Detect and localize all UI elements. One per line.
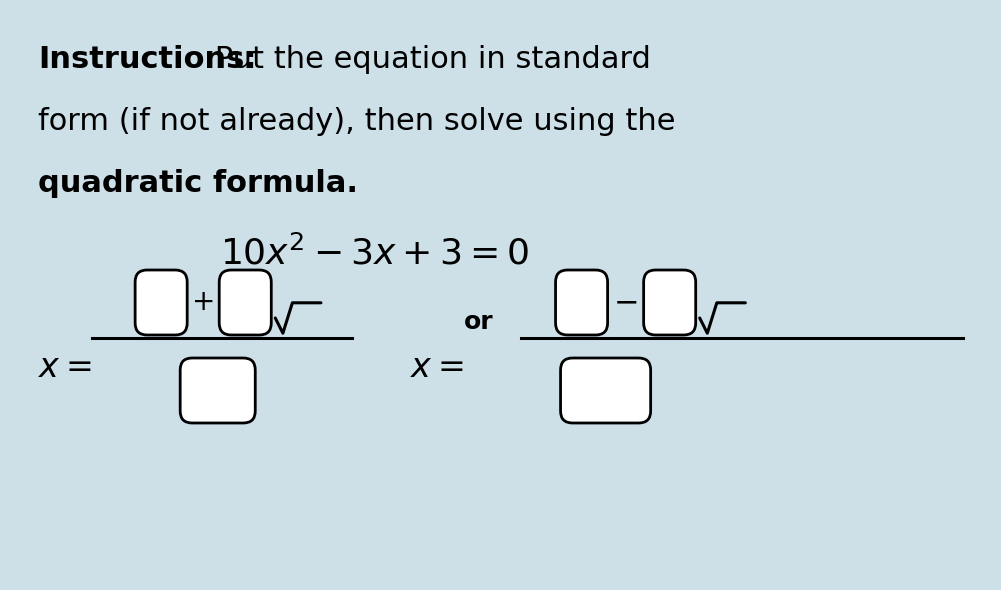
Text: or: or bbox=[463, 310, 493, 334]
FancyBboxPatch shape bbox=[180, 358, 255, 423]
Text: $10x^2 - 3x + 3 = 0$: $10x^2 - 3x + 3 = 0$ bbox=[220, 235, 530, 271]
Text: −: − bbox=[614, 288, 639, 317]
FancyBboxPatch shape bbox=[219, 270, 271, 335]
FancyBboxPatch shape bbox=[561, 358, 651, 423]
Text: $x = $: $x = $ bbox=[38, 351, 91, 384]
FancyBboxPatch shape bbox=[644, 270, 696, 335]
Text: Put the equation in standard: Put the equation in standard bbox=[205, 45, 651, 74]
Text: +: + bbox=[192, 289, 215, 316]
FancyBboxPatch shape bbox=[556, 270, 608, 335]
Text: form (if not already), then solve using the: form (if not already), then solve using … bbox=[38, 107, 676, 136]
Text: $x = $: $x = $ bbox=[410, 351, 463, 384]
Text: Instructions:: Instructions: bbox=[38, 45, 256, 74]
FancyBboxPatch shape bbox=[135, 270, 187, 335]
Text: quadratic formula.: quadratic formula. bbox=[38, 169, 358, 198]
